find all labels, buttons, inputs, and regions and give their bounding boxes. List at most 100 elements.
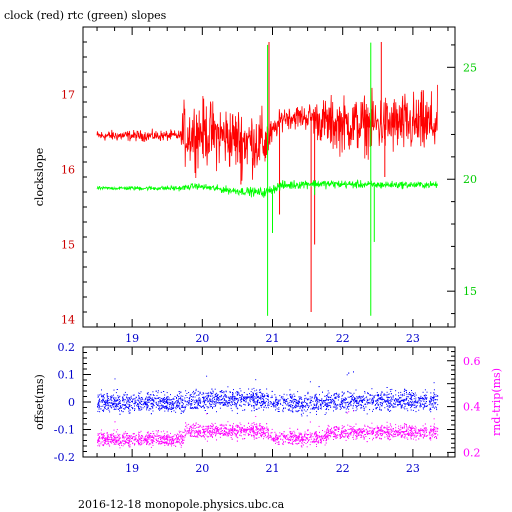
point-offset [136,405,138,407]
point-rndtrip [389,435,390,437]
point-offset [295,410,297,412]
point-offset [301,404,303,406]
point-rndtrip [326,439,328,441]
point-rndtrip [343,433,345,434]
point-offset [273,405,275,407]
point-offset [208,395,210,397]
point-offset [353,396,354,398]
point-offset [292,399,294,401]
point-offset [385,400,387,402]
point-offset [369,409,371,411]
point-rndtrip [122,437,123,439]
point-rndtrip [253,436,255,438]
point-offset [398,399,400,401]
point-rndtrip [283,434,285,436]
point-rndtrip [338,426,340,428]
point-rndtrip [360,428,362,430]
point-rndtrip [364,424,366,426]
point-offset [406,393,408,395]
point-rndtrip [104,443,106,445]
point-offset [177,406,179,407]
point-offset [134,398,136,400]
point-rndtrip [316,434,317,436]
point-offset [283,393,285,395]
point-offset [325,404,327,406]
point-rndtrip [190,430,192,432]
point-offset [320,403,322,405]
point-offset [294,400,295,402]
point-offset [411,392,413,394]
point-offset [302,406,304,408]
y-axis-label-left: offset(ms) [33,374,46,430]
point-rndtrip [196,435,198,437]
point-rndtrip [390,438,392,440]
point-offset [168,408,170,410]
point-offset [330,406,332,408]
point-offset [260,391,262,393]
point-rndtrip [321,437,323,439]
point-rndtrip [415,429,417,431]
point-offset [347,401,349,403]
point-offset [354,398,355,400]
point-offset [104,408,106,409]
point-rndtrip [256,431,258,433]
point-offset [146,407,148,409]
point-offset [294,398,295,400]
point-offset [109,411,111,413]
point-offset [147,406,149,408]
point-rndtrip [204,431,206,432]
point-offset [118,407,120,409]
point-rndtrip [170,439,172,441]
point-offset [198,394,200,396]
point-offset [336,405,338,407]
point-offset [400,394,402,396]
point-offset [371,397,373,399]
point-offset [413,404,415,406]
point-rndtrip [175,438,177,439]
point-offset [101,400,103,401]
point-offset [102,400,104,402]
point-offset [364,391,366,392]
point-offset [220,402,222,404]
point-offset [408,404,409,406]
point-offset [236,407,238,409]
point-offset [234,400,236,402]
point-offset [399,397,400,399]
point-rndtrip [244,434,246,436]
point-offset [207,401,209,403]
point-offset [296,406,298,408]
point-offset [199,392,201,394]
point-rndtrip [236,434,238,435]
point-offset [285,401,287,403]
point-offset [257,399,259,401]
point-rndtrip [191,435,193,437]
point-rndtrip [361,436,363,438]
point-offset [114,402,116,404]
point-rndtrip [118,439,120,441]
point-offset [408,396,410,398]
point-rndtrip [424,428,426,430]
point-rndtrip [388,429,390,431]
point-offset [279,400,281,402]
point-offset [340,405,342,407]
point-offset [243,398,245,399]
point-offset [239,397,241,399]
point-offset [118,399,120,401]
point-offset [199,405,201,407]
point-offset [347,390,349,392]
point-rndtrip [219,436,221,438]
point-rndtrip [391,429,392,431]
y-tick-label: 0 [68,396,75,409]
point-rndtrip [341,425,343,427]
point-offset [119,410,120,412]
point-rndtrip [212,427,214,429]
point-rndtrip [206,440,208,442]
point-offset [426,397,428,399]
point-offset [180,397,181,399]
point-rndtrip [300,434,302,436]
point-offset [203,399,205,401]
point-offset [424,396,426,398]
point-rndtrip [377,427,379,428]
point-rndtrip [397,432,399,434]
point-rndtrip [279,432,281,434]
